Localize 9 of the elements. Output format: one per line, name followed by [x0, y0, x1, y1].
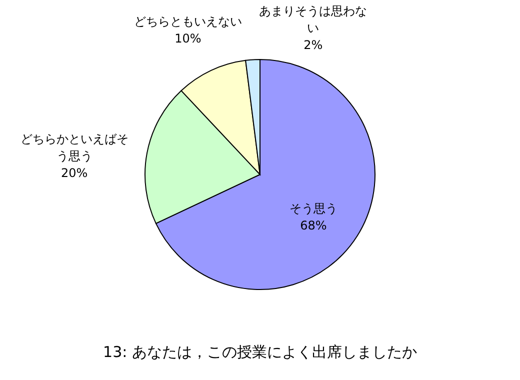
text: 13: あなたは，この授業によく出席しましたか [103, 343, 417, 361]
slice-label: そう思う [289, 201, 338, 216]
slice-label: どちらともいえない [134, 14, 242, 28]
data-label: 10% [174, 31, 202, 46]
data-label: 2% [304, 38, 323, 52]
data-label: 20% [60, 166, 88, 180]
slice-label: どちらかといえばそう思う [20, 132, 128, 164]
slice-label: あまりそうは思わない [259, 4, 368, 35]
data-label: 68% [300, 218, 327, 232]
